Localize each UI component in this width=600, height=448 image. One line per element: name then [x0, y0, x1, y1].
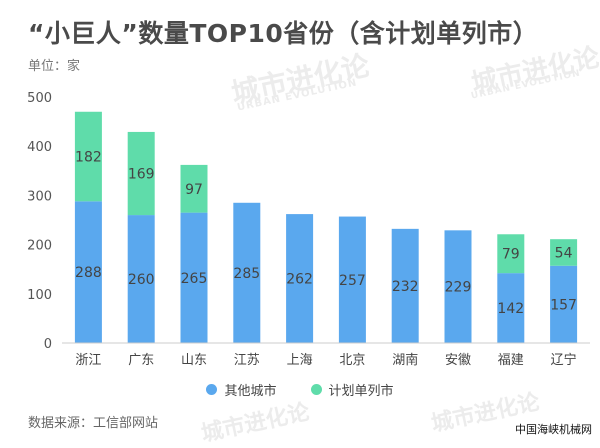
bar-segment-other	[391, 228, 419, 343]
legend-label-plan: 计划单列市	[328, 384, 394, 399]
data-label-other: 288	[75, 265, 102, 281]
unit-label: 单位：家	[28, 59, 81, 74]
x-tick-label: 浙江	[75, 353, 101, 368]
x-tick-label: 安徽	[445, 353, 471, 368]
chart-title: “小巨人”数量TOP10省份（含计划单列市）	[28, 19, 539, 48]
data-label-plan: 97	[185, 182, 203, 198]
bar-segment-plan	[127, 131, 155, 216]
x-tick-label: 上海	[287, 353, 313, 368]
bar-segment-other	[444, 230, 472, 343]
data-label-other: 229	[445, 280, 472, 296]
x-tick-label: 北京	[339, 353, 365, 368]
data-label-other: 285	[233, 266, 260, 282]
data-source: 数据来源：工信部网站	[28, 416, 159, 431]
data-label-other: 232	[392, 279, 419, 295]
bars-group: 288 182 260 169 265 97 285 262 257 232 229 142 79 157…	[74, 111, 578, 343]
chart-legend: 其他城市 计划单列市	[0, 380, 600, 399]
data-label-other: 265	[181, 271, 208, 287]
bar-segment-plan	[74, 111, 102, 202]
x-tick-label: 辽宁	[551, 352, 577, 368]
bar-segment-other	[550, 265, 578, 343]
data-label-other: 257	[339, 273, 366, 289]
legend-swatch-plan	[310, 384, 322, 395]
bar-segment-plan	[497, 234, 525, 274]
data-label-plan: 54	[555, 245, 573, 261]
bar-segment-other	[233, 202, 261, 343]
legend-label-other: 其他城市	[224, 384, 277, 399]
bar-segment-plan	[180, 164, 208, 213]
y-tick-label: 200	[27, 239, 52, 254]
data-label-other: 262	[286, 272, 313, 288]
data-label-plan: 182	[75, 150, 102, 166]
y-tick-label: 500	[27, 91, 52, 106]
data-label-other: 157	[550, 297, 577, 313]
bar-segment-other	[74, 201, 102, 343]
x-tick-label: 广东	[128, 353, 154, 368]
y-axis: 0 100 200 300 400 500	[27, 91, 52, 352]
x-tick-label: 山东	[181, 353, 207, 368]
legend-swatch-other	[206, 384, 218, 395]
x-axis: 浙江 广东 山东 江苏 上海 北京 湖南 安徽 福建 辽宁	[62, 342, 590, 368]
bar-segment-other	[286, 214, 314, 343]
x-tick-label: 湖南	[392, 352, 418, 368]
bar-segment-other	[127, 215, 155, 343]
bar-segment-other	[180, 212, 208, 343]
y-tick-label: 100	[27, 288, 52, 303]
site-credit: 中国海峡机械网	[515, 423, 592, 436]
bar-segment-other	[338, 216, 366, 343]
legend-item-other[interactable]: 其他城市	[206, 380, 277, 399]
y-tick-label: 400	[27, 140, 52, 155]
bar-segment-plan	[550, 239, 578, 266]
data-label-plan: 169	[128, 167, 155, 183]
data-label-plan: 79	[502, 247, 520, 263]
y-tick-label: 300	[27, 189, 52, 204]
y-tick-label: 0	[44, 337, 52, 352]
bar-segment-other	[497, 273, 525, 343]
data-label-other: 142	[497, 301, 524, 317]
legend-item-plan[interactable]: 计划单列市	[310, 380, 394, 399]
data-label-other: 260	[128, 272, 155, 288]
x-tick-label: 江苏	[234, 352, 260, 368]
x-tick-label: 福建	[498, 353, 524, 368]
